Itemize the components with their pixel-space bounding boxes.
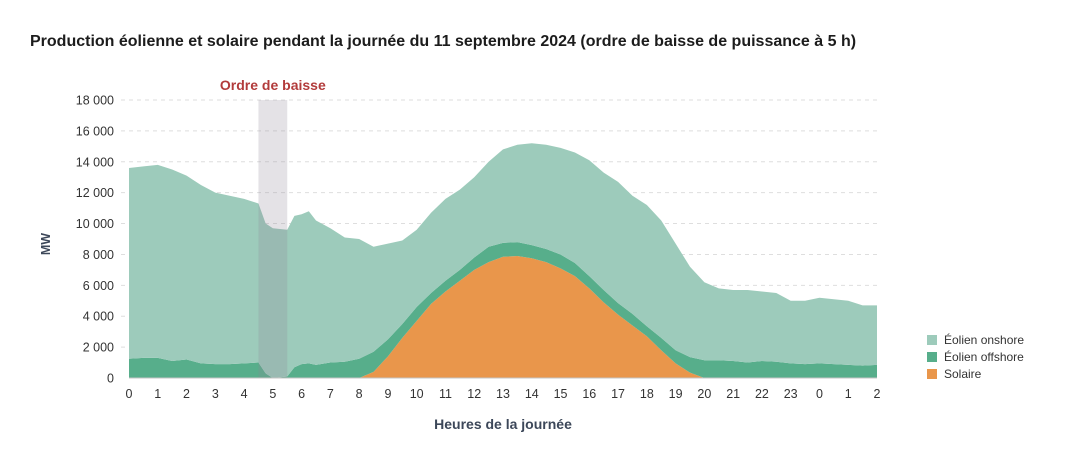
x-tick-label: 1: [154, 387, 161, 401]
y-tick-label: 2 000: [83, 341, 114, 355]
area-solaire: [129, 255, 877, 378]
x-tick-label: 22: [755, 387, 769, 401]
x-tick-label: 4: [241, 387, 248, 401]
x-tick-label: 12: [467, 387, 481, 401]
y-tick-label: 18 000: [76, 94, 114, 108]
plot-areas: [129, 143, 877, 378]
x-tick-label: 20: [697, 387, 711, 401]
x-tick-label: 7: [327, 387, 334, 401]
x-tick-label: 13: [496, 387, 510, 401]
legend-item: Solaire: [927, 367, 982, 381]
x-tick-label: 2: [183, 387, 190, 401]
x-tick-label: 5: [269, 387, 276, 401]
y-tick-label: 12 000: [76, 186, 114, 200]
x-tick-label: 11: [439, 387, 452, 401]
annotation-label: Ordre de baisse: [220, 77, 326, 93]
y-axis-ticks: 0 2 000 4 000 6 000 8 000 10 000 12 000 14 000 1…: [76, 94, 114, 386]
x-tick-label: 19: [669, 387, 683, 401]
x-axis-ticks: 0 1 2 3 4 5 6 7 8 9 10 11 12 13 14 15 16 17 18 19 20 21 22 23 0 1…: [126, 387, 881, 401]
legend-label: Éolien onshore: [944, 332, 1024, 347]
x-tick-label: 14: [525, 387, 539, 401]
y-axis-label: MW: [39, 233, 53, 255]
x-tick-label: 10: [410, 387, 424, 401]
x-axis-label: Heures de la journée: [434, 416, 572, 432]
x-tick-label: 0: [126, 387, 133, 401]
legend-swatch: [927, 335, 937, 345]
legend-swatch: [927, 369, 937, 379]
y-tick-label: 14 000: [76, 155, 114, 169]
x-tick-label: 17: [611, 387, 625, 401]
y-tick-label: 10 000: [76, 217, 114, 231]
y-tick-label: 0: [107, 372, 114, 386]
x-tick-label: 8: [356, 387, 363, 401]
legend-swatch: [927, 352, 937, 362]
x-tick-label: 18: [640, 387, 654, 401]
annotation-band: [258, 100, 288, 378]
legend-label: Éolien offshore: [944, 349, 1024, 364]
x-tick-label: 6: [298, 387, 305, 401]
y-tick-label: 4 000: [83, 310, 114, 324]
x-tick-label: 9: [384, 387, 391, 401]
legend-label: Solaire: [944, 367, 982, 381]
legend: Éolien onshore Éolien offshore Solaire: [927, 332, 1024, 381]
legend-item: Éolien offshore: [927, 349, 1024, 364]
x-tick-label: 23: [784, 387, 798, 401]
x-tick-label: 0: [816, 387, 823, 401]
x-tick-label: 1: [845, 387, 852, 401]
x-tick-label: 3: [212, 387, 219, 401]
x-tick-label: 16: [582, 387, 596, 401]
legend-item: Éolien onshore: [927, 332, 1024, 347]
x-tick-label: 2: [874, 387, 881, 401]
x-tick-label: 15: [554, 387, 568, 401]
y-tick-label: 16 000: [76, 124, 114, 138]
chart-title: Production éolienne et solaire pendant l…: [30, 33, 856, 50]
y-tick-label: 6 000: [83, 279, 114, 293]
x-tick-label: 21: [726, 387, 740, 401]
area-eolien-offshore: [129, 242, 877, 378]
y-tick-label: 8 000: [83, 248, 114, 262]
area-eolien-onshore: [129, 143, 877, 378]
